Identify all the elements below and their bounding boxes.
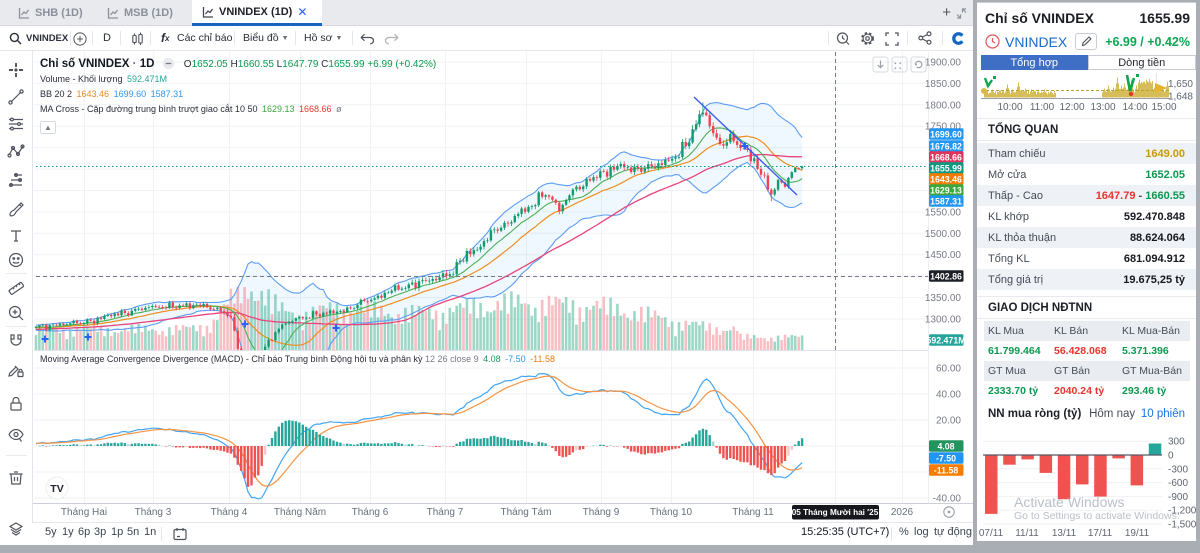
svg-text:1587.31: 1587.31: [930, 196, 962, 206]
svg-text:1668.66: 1668.66: [930, 152, 962, 162]
svg-text:-40.00: -40.00: [933, 494, 962, 505]
svg-text:13:00: 13:00: [1090, 102, 1115, 113]
svg-text:1450.00: 1450.00: [925, 250, 962, 261]
svg-text:17/11: 17/11: [1088, 528, 1113, 539]
svg-text:-900: -900: [1168, 492, 1188, 503]
svg-text:Tháng Năm: Tháng Năm: [274, 507, 326, 518]
svg-text:-7.50: -7.50: [936, 453, 956, 463]
svg-text:Tháng 3: Tháng 3: [135, 507, 172, 518]
svg-text:1550.00: 1550.00: [925, 207, 962, 218]
svg-text:Tháng 10: Tháng 10: [650, 507, 693, 518]
svg-text:1350.00: 1350.00: [925, 293, 962, 304]
svg-text:19/11: 19/11: [1125, 528, 1150, 539]
svg-text:40.00: 40.00: [936, 390, 961, 401]
svg-text:1402.86: 1402.86: [930, 271, 962, 281]
svg-text:1300.00: 1300.00: [925, 315, 962, 326]
svg-text:-600: -600: [1168, 478, 1188, 489]
svg-text:1699.60: 1699.60: [930, 129, 962, 139]
svg-text:4.08: 4.08: [937, 441, 954, 451]
svg-text:-1,500: -1,500: [1168, 520, 1197, 531]
svg-text:10:00: 10:00: [997, 102, 1022, 113]
svg-text:12:00: 12:00: [1059, 102, 1084, 113]
svg-text:1643.46: 1643.46: [930, 174, 962, 184]
svg-text:05 Tháng Mười hai ′25: 05 Tháng Mười hai ′25: [792, 508, 879, 517]
svg-text:20.00: 20.00: [936, 416, 961, 427]
svg-text:Tháng Hai: Tháng Hai: [61, 507, 107, 518]
svg-text:Tháng Tám: Tháng Tám: [501, 507, 552, 518]
svg-text:Tháng 11: Tháng 11: [732, 507, 774, 518]
svg-text:1655.99: 1655.99: [930, 163, 962, 173]
svg-text:1900.00: 1900.00: [925, 58, 962, 69]
svg-text:13/11: 13/11: [1052, 528, 1077, 539]
svg-text:60.00: 60.00: [936, 364, 961, 375]
svg-text:Tháng 4: Tháng 4: [211, 507, 248, 518]
svg-text:TV: TV: [50, 483, 63, 495]
svg-text:1800.00: 1800.00: [925, 100, 962, 111]
svg-text:1,650: 1,650: [1168, 79, 1193, 90]
svg-text:1500.00: 1500.00: [925, 229, 962, 240]
svg-text:0: 0: [1168, 451, 1174, 462]
svg-text:11/11: 11/11: [1015, 528, 1039, 539]
svg-text:Tháng 9: Tháng 9: [583, 507, 620, 518]
svg-text:592.471M: 592.471M: [926, 335, 965, 345]
svg-text:-300: -300: [1168, 464, 1188, 475]
svg-text:07/11: 07/11: [979, 528, 1004, 539]
svg-text:300: 300: [1168, 437, 1185, 448]
svg-text:2026: 2026: [891, 507, 914, 518]
svg-text:-1,200: -1,200: [1168, 506, 1197, 517]
svg-text:14:00: 14:00: [1122, 102, 1147, 113]
svg-text:1850.00: 1850.00: [925, 79, 962, 90]
svg-text:11:00: 11:00: [1030, 102, 1055, 113]
svg-text:-11.58: -11.58: [934, 465, 959, 475]
svg-text:1,648: 1,648: [1168, 92, 1193, 103]
svg-text:1750.00: 1750.00: [925, 122, 962, 133]
svg-text:Tháng 6: Tháng 6: [352, 507, 389, 518]
svg-text:1676.82: 1676.82: [930, 141, 962, 151]
svg-text:Tháng 7: Tháng 7: [427, 507, 464, 518]
svg-text:1629.13: 1629.13: [930, 185, 962, 195]
svg-text:15:00: 15:00: [1151, 102, 1176, 113]
